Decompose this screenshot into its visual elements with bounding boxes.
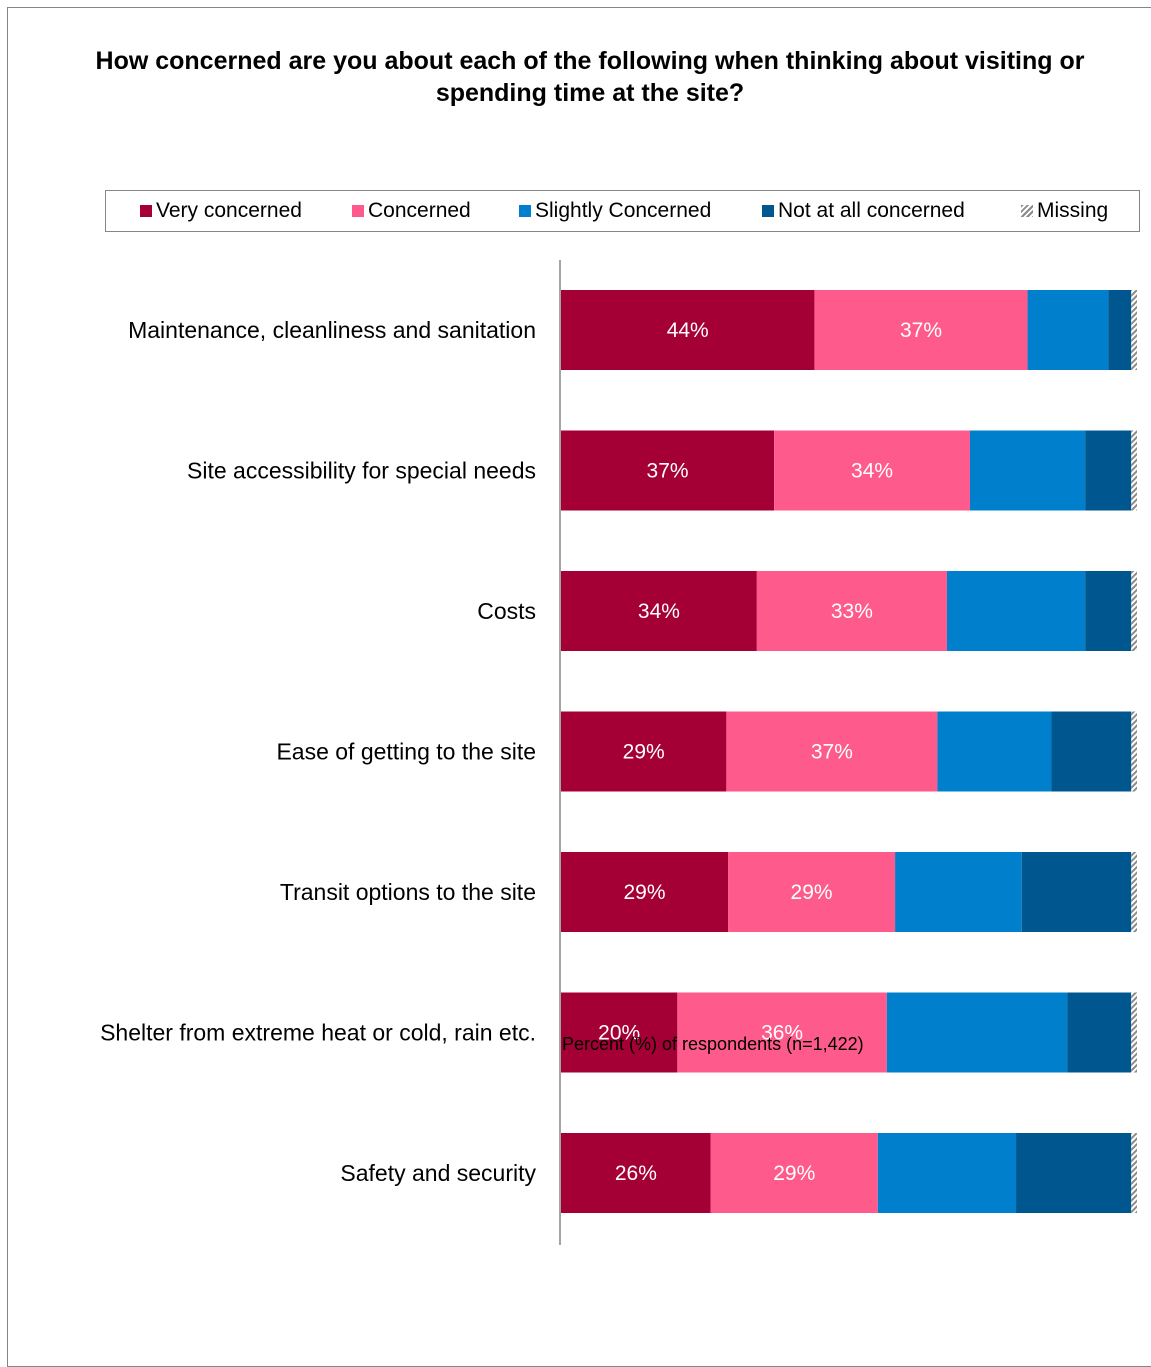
bar-slightly-concerned-site-accessibility-for-special-needs: [970, 431, 1085, 511]
bar-missing-costs: [1131, 571, 1137, 651]
category-label-safety-and-security: Safety and security: [340, 1160, 536, 1186]
bar-not-at-all-concerned-ease-of-getting-to-the-site: [1051, 712, 1131, 792]
bar-not-at-all-concerned-safety-and-security: [1016, 1133, 1131, 1213]
data-label-concerned-costs: 33%: [831, 600, 873, 623]
data-label-concerned-safety-and-security: 29%: [773, 1162, 815, 1185]
x-axis-label: Percent (%) of respondents (n=1,422): [562, 1034, 864, 1055]
category-label-site-accessibility-for-special-needs: Site accessibility for special needs: [187, 458, 536, 484]
bar-slightly-concerned-costs: [947, 571, 1085, 651]
bar-not-at-all-concerned-shelter-from-extreme-heat-or-cold-rain-etc: [1067, 993, 1131, 1073]
bar-slightly-concerned-ease-of-getting-to-the-site: [937, 712, 1051, 792]
data-label-very-concerned-costs: 34%: [638, 600, 680, 623]
bar-missing-ease-of-getting-to-the-site: [1131, 712, 1137, 792]
bar-missing-shelter-from-extreme-heat-or-cold-rain-etc: [1131, 993, 1137, 1073]
category-label-maintenance-cleanliness-and-sanitation: Maintenance, cleanliness and sanitation: [128, 317, 536, 343]
data-label-concerned-ease-of-getting-to-the-site: 37%: [811, 741, 853, 764]
category-label-transit-options-to-the-site: Transit options to the site: [280, 879, 536, 905]
bar-slightly-concerned-transit-options-to-the-site: [895, 852, 1022, 932]
bar-slightly-concerned-shelter-from-extreme-heat-or-cold-rain-etc: [887, 993, 1067, 1073]
data-label-very-concerned-transit-options-to-the-site: 29%: [624, 881, 666, 904]
data-label-concerned-site-accessibility-for-special-needs: 34%: [851, 460, 893, 483]
category-label-ease-of-getting-to-the-site: Ease of getting to the site: [276, 739, 536, 765]
bar-not-at-all-concerned-costs: [1085, 571, 1131, 651]
bar-missing-safety-and-security: [1131, 1133, 1137, 1213]
category-label-costs: Costs: [477, 598, 536, 624]
bar-not-at-all-concerned-transit-options-to-the-site: [1022, 852, 1131, 932]
data-label-concerned-maintenance-cleanliness-and-sanitation: 37%: [900, 319, 942, 342]
data-label-very-concerned-maintenance-cleanliness-and-sanitation: 44%: [667, 319, 709, 342]
bar-missing-site-accessibility-for-special-needs: [1131, 431, 1137, 511]
bar-slightly-concerned-safety-and-security: [878, 1133, 1016, 1213]
bar-not-at-all-concerned-site-accessibility-for-special-needs: [1085, 431, 1131, 511]
data-label-very-concerned-ease-of-getting-to-the-site: 29%: [623, 741, 665, 764]
bar-missing-maintenance-cleanliness-and-sanitation: [1131, 290, 1137, 370]
data-label-very-concerned-site-accessibility-for-special-needs: 37%: [647, 460, 689, 483]
category-label-shelter-from-extreme-heat-or-cold-rain-etc: Shelter from extreme heat or cold, rain …: [100, 1020, 536, 1046]
bar-missing-transit-options-to-the-site: [1131, 852, 1137, 932]
data-label-concerned-transit-options-to-the-site: 29%: [791, 881, 833, 904]
data-label-very-concerned-safety-and-security: 26%: [615, 1162, 657, 1185]
bar-not-at-all-concerned-maintenance-cleanliness-and-sanitation: [1108, 290, 1131, 370]
bar-slightly-concerned-maintenance-cleanliness-and-sanitation: [1028, 290, 1109, 370]
